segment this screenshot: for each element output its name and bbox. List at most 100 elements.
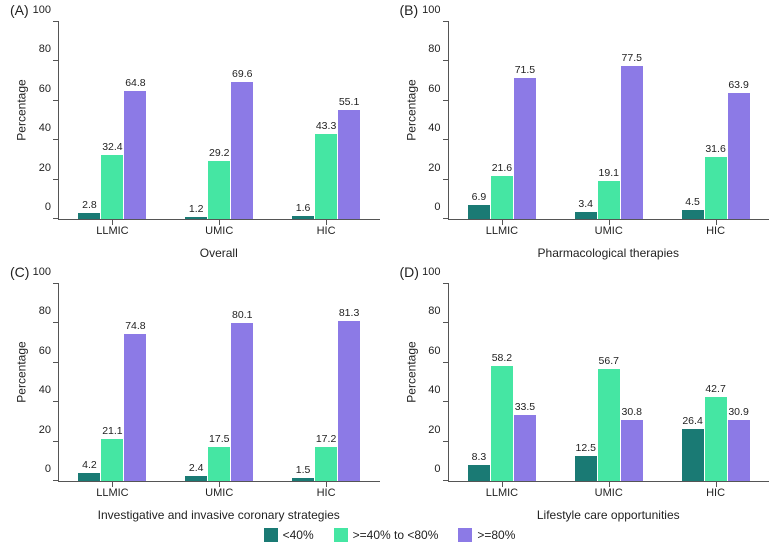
- bar-value-label: 6.9: [472, 191, 487, 203]
- y-axis-label-text: Percentage: [15, 79, 29, 140]
- bar-group: HIC1.517.281.3: [273, 284, 380, 481]
- bar-value-label: 81.3: [339, 307, 359, 319]
- y-tick-label: 40: [428, 122, 440, 134]
- bar-value-label: 63.9: [728, 79, 748, 91]
- bar: 69.6: [231, 82, 253, 219]
- bar-value-label: 17.2: [316, 433, 336, 445]
- bar-value-label: 21.6: [492, 162, 512, 174]
- bar-value-label: 3.4: [578, 198, 593, 210]
- bar-value-label: 1.6: [296, 202, 311, 214]
- bar-groups: LLMIC4.221.174.8UMIC2.417.580.1HIC1.517.…: [59, 284, 380, 481]
- bar-groups: LLMIC6.921.671.5UMIC3.419.177.5HIC4.531.…: [449, 22, 770, 219]
- bar: 21.6: [491, 176, 513, 219]
- bar-value-label: 19.1: [599, 167, 619, 179]
- bar-value-label: 30.8: [622, 406, 642, 418]
- bars: 1.643.355.1: [292, 22, 360, 219]
- bar: 4.5: [682, 210, 704, 219]
- panel: (B)Percentage020406080100LLMIC6.921.671.…: [390, 0, 779, 262]
- bar: 2.4: [185, 476, 207, 481]
- bars: 26.442.730.9: [682, 284, 750, 481]
- y-tick-label: 40: [39, 384, 51, 396]
- bar: 12.5: [575, 456, 597, 481]
- x-tick-label: LLMIC: [486, 487, 518, 499]
- legend-label: >=80%: [477, 528, 515, 542]
- bars: 2.832.464.8: [78, 22, 146, 219]
- y-tick-label: 100: [422, 4, 440, 16]
- bar: 74.8: [124, 334, 146, 481]
- y-tick-label: 0: [434, 201, 440, 213]
- legend-item: <40%: [264, 528, 314, 542]
- bar: 19.1: [598, 181, 620, 219]
- bar-value-label: 43.3: [316, 120, 336, 132]
- y-tick-label: 80: [428, 43, 440, 55]
- bar: 31.6: [705, 157, 727, 219]
- y-tick-label: 0: [45, 463, 51, 475]
- bar: 21.1: [101, 439, 123, 481]
- bar-group: LLMIC4.221.174.8: [59, 284, 166, 481]
- x-tick-label: LLMIC: [486, 225, 518, 237]
- bar: 29.2: [208, 161, 230, 219]
- bar: 43.3: [315, 134, 337, 219]
- bars: 4.531.663.9: [682, 22, 750, 219]
- panel-grid: (A)Percentage020406080100LLMIC2.832.464.…: [0, 0, 779, 524]
- panel: (A)Percentage020406080100LLMIC2.832.464.…: [0, 0, 390, 262]
- bar: 32.4: [101, 155, 123, 219]
- y-axis-label: Percentage: [404, 262, 420, 482]
- bars: 12.556.730.8: [575, 284, 643, 481]
- bar-value-label: 26.4: [682, 415, 702, 427]
- y-tick-label: 0: [45, 201, 51, 213]
- bar-value-label: 71.5: [515, 64, 535, 76]
- bar-group: UMIC3.419.177.5: [555, 22, 662, 219]
- plot-area: 020406080100LLMIC8.358.233.5UMIC12.556.7…: [448, 284, 770, 482]
- x-axis-label: Pharmacological therapies: [448, 246, 770, 260]
- y-tick-label: 60: [428, 83, 440, 95]
- bar-group: HIC26.442.730.9: [662, 284, 769, 481]
- legend-label: <40%: [283, 528, 314, 542]
- bar-value-label: 1.2: [189, 203, 204, 215]
- y-tick-label: 60: [39, 345, 51, 357]
- legend-item: >=80%: [458, 528, 515, 542]
- y-tick-label: 80: [39, 43, 51, 55]
- plot-area: 020406080100LLMIC6.921.671.5UMIC3.419.17…: [448, 22, 770, 220]
- bar: 17.5: [208, 447, 230, 481]
- bars: 1.517.281.3: [292, 284, 360, 481]
- y-tick-label: 40: [39, 122, 51, 134]
- bar-groups: LLMIC2.832.464.8UMIC1.229.269.6HIC1.643.…: [59, 22, 380, 219]
- x-tick-label: HIC: [317, 487, 336, 499]
- plot-area: 020406080100LLMIC4.221.174.8UMIC2.417.58…: [58, 284, 380, 482]
- panel: (C)Percentage020406080100LLMIC4.221.174.…: [0, 262, 390, 524]
- x-axis-label: Lifestyle care opportunities: [448, 508, 770, 522]
- bar: 30.9: [728, 420, 750, 481]
- bar: 6.9: [468, 205, 490, 219]
- y-axis-label-text: Percentage: [405, 79, 419, 140]
- bars: 8.358.233.5: [468, 284, 536, 481]
- x-tick-label: UMIC: [205, 487, 233, 499]
- bar-value-label: 2.4: [189, 462, 204, 474]
- panel: (D)Percentage020406080100LLMIC8.358.233.…: [390, 262, 779, 524]
- bar-group: LLMIC2.832.464.8: [59, 22, 166, 219]
- y-axis-label-text: Percentage: [15, 341, 29, 402]
- bar-value-label: 30.9: [728, 406, 748, 418]
- y-axis-label: Percentage: [404, 0, 420, 220]
- y-tick-label: 60: [39, 83, 51, 95]
- bars: 6.921.671.5: [468, 22, 536, 219]
- bars: 3.419.177.5: [575, 22, 643, 219]
- bar: 63.9: [728, 93, 750, 219]
- bar-value-label: 12.5: [576, 442, 596, 454]
- bar-value-label: 56.7: [599, 355, 619, 367]
- bar: 33.5: [514, 415, 536, 481]
- legend-item: >=40% to <80%: [334, 528, 439, 542]
- legend-swatch: [334, 528, 348, 542]
- x-tick-label: HIC: [706, 487, 725, 499]
- bar-group: HIC4.531.663.9: [662, 22, 769, 219]
- x-tick-label: UMIC: [595, 487, 623, 499]
- y-tick-label: 100: [33, 266, 51, 278]
- bar: 56.7: [598, 369, 620, 481]
- x-tick-label: LLMIC: [96, 225, 128, 237]
- bars: 2.417.580.1: [185, 284, 253, 481]
- plot-area: 020406080100LLMIC2.832.464.8UMIC1.229.26…: [58, 22, 380, 220]
- figure: (A)Percentage020406080100LLMIC2.832.464.…: [0, 0, 779, 550]
- bar: 8.3: [468, 465, 490, 481]
- y-axis-label: Percentage: [14, 0, 30, 220]
- bar: 17.2: [315, 447, 337, 481]
